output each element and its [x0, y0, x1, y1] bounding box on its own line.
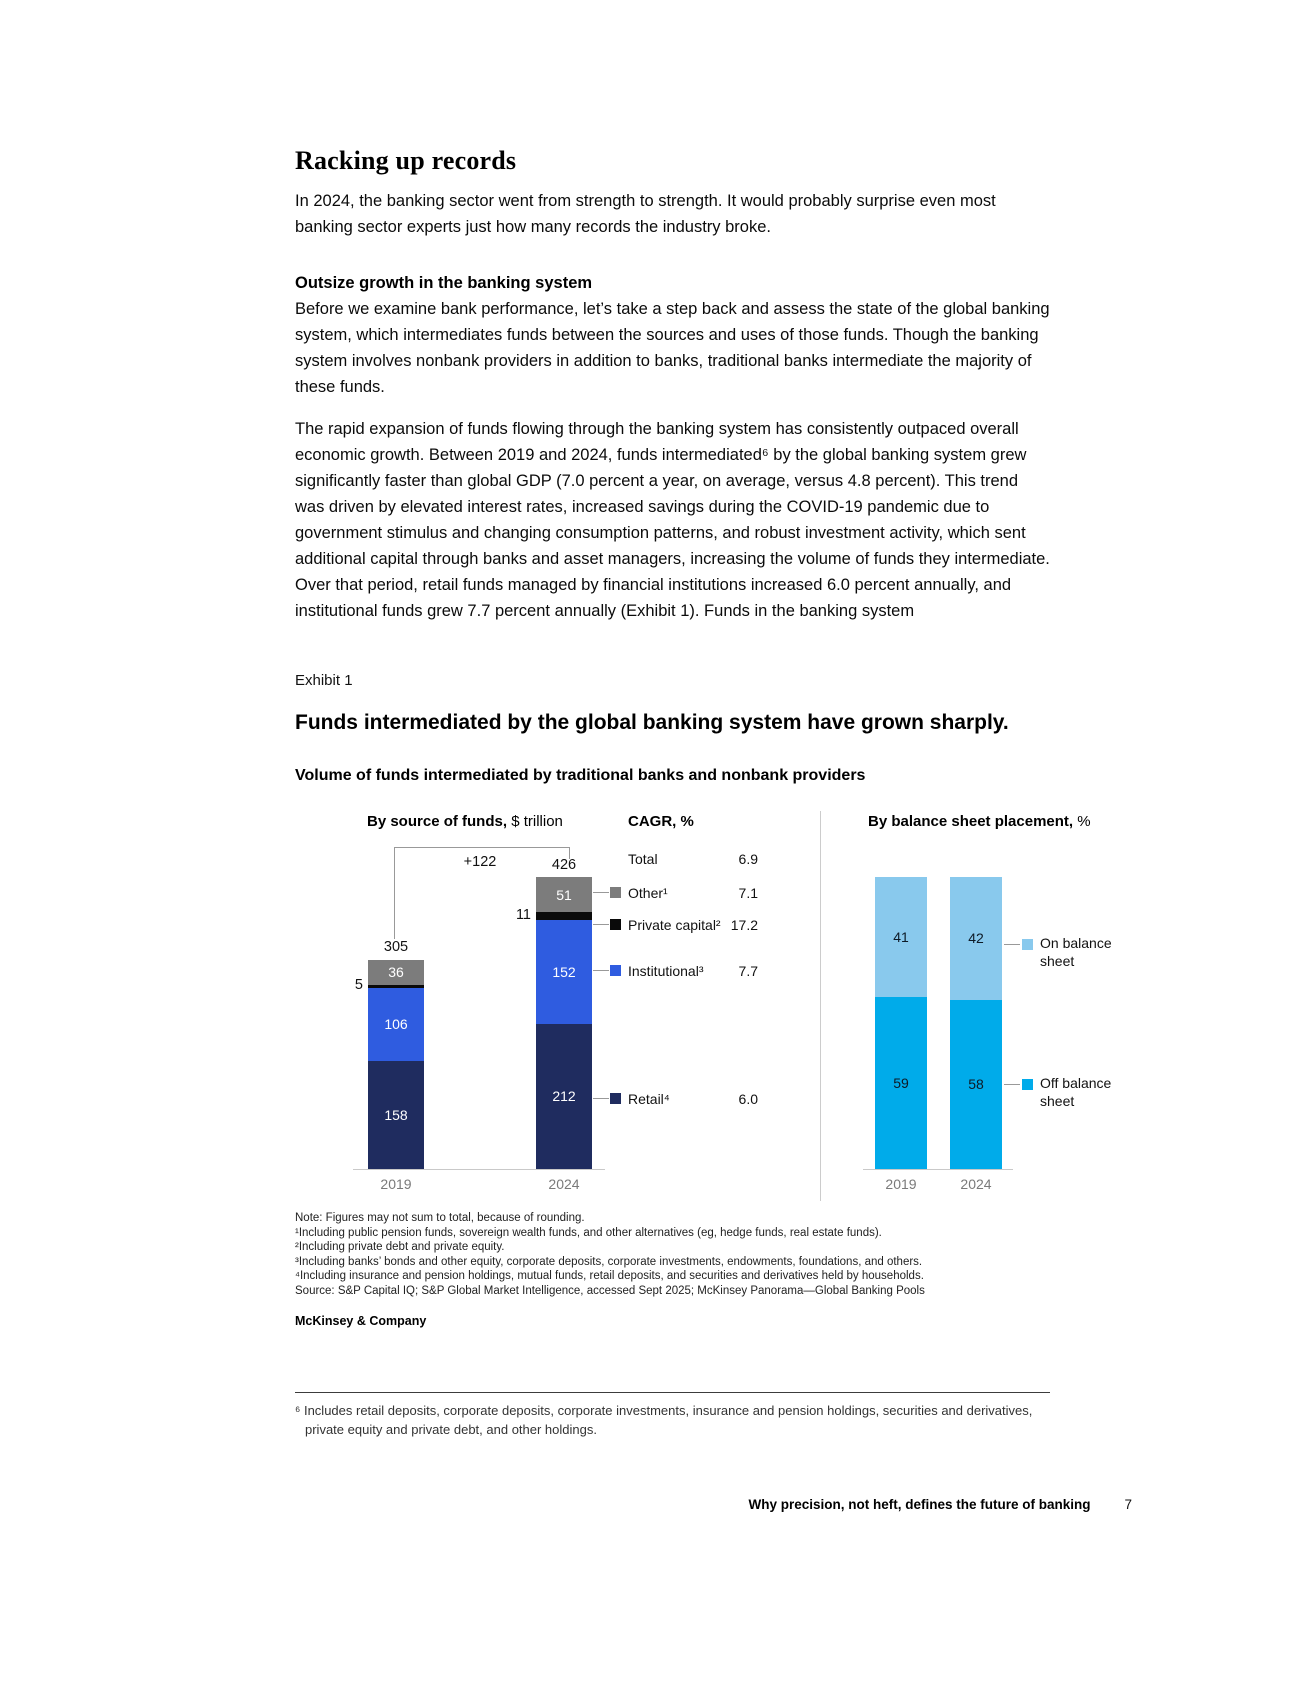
- exhibit-title: Funds intermediated by the global bankin…: [295, 711, 1009, 734]
- chart-notes: Note: Figures may not sum to total, beca…: [295, 1211, 1050, 1298]
- cagr-row-total: Total 6.9: [628, 851, 758, 867]
- left-x-label-2024: 2024: [548, 1176, 580, 1192]
- delta-bracket-right-tick: [569, 847, 570, 859]
- source-funds-bar-2019: 36 106 158: [368, 959, 424, 1169]
- bar-segment: 59: [875, 996, 927, 1169]
- delta-bracket-line: [394, 847, 570, 848]
- delta-bracket-left-tick: [394, 847, 395, 939]
- page-number: 7: [1124, 1497, 1132, 1512]
- legend-swatch-private-capital: [610, 919, 621, 930]
- note-1: ¹Including public pension funds, soverei…: [295, 1226, 882, 1239]
- left-x-label-2019: 2019: [380, 1176, 412, 1192]
- off-balance-connector: [1004, 1084, 1020, 1085]
- private-capital-value-2019: 5: [354, 977, 363, 993]
- cagr-header: CAGR, %: [628, 813, 694, 830]
- source-funds-bar-2024: 51 152 212: [536, 877, 592, 1169]
- cagr-value-other: 7.1: [738, 885, 758, 901]
- note-rounding: Note: Figures may not sum to total, beca…: [295, 1212, 585, 1224]
- panel-divider: [820, 811, 821, 1201]
- footer-title: Why precision, not heft, defines the fut…: [748, 1497, 1091, 1512]
- legend-swatch-institutional: [610, 965, 621, 976]
- cagr-label-institutional: Institutional³: [628, 963, 704, 979]
- legend-label-off-balance: Off balance sheet: [1040, 1075, 1112, 1109]
- bar-segment: 58: [950, 999, 1002, 1169]
- right-chart-heading-bold: By balance sheet placement,: [868, 813, 1074, 830]
- content-column: Racking up records In 2024, the banking …: [295, 0, 1112, 1439]
- cagr-value-total: 6.9: [738, 851, 758, 867]
- cagr-row-retail: Retail⁴ 6.0: [628, 1091, 758, 1107]
- private-capital-connector: [593, 924, 609, 925]
- bar-segment: 42: [950, 877, 1002, 1000]
- on-balance-connector: [1004, 944, 1020, 945]
- legend-swatch-on-balance: [1022, 939, 1033, 950]
- retail-connector: [593, 1098, 609, 1099]
- private-capital-value-2024: 11: [515, 907, 531, 923]
- cagr-value-private-capital: 17.2: [730, 917, 758, 933]
- right-x-label-2024: 2024: [960, 1176, 992, 1192]
- bar-segment: [368, 984, 424, 989]
- paragraph-banking-system: Before we examine bank performance, let’…: [295, 300, 1050, 396]
- cagr-label-retail: Retail⁴: [628, 1091, 670, 1107]
- legend-swatch-other: [610, 887, 621, 898]
- balance-sheet-bar-2024: 42 58: [950, 877, 1002, 1169]
- note-2: ²Including private debt and private equi…: [295, 1241, 505, 1253]
- cagr-value-retail: 6.0: [738, 1091, 758, 1107]
- note-source: Source: S&P Capital IQ; S&P Global Marke…: [295, 1284, 925, 1297]
- bar-segment: 51: [536, 877, 592, 913]
- left-axis-baseline: [353, 1169, 605, 1170]
- right-x-label-2019: 2019: [885, 1176, 917, 1192]
- cagr-label-total: Total: [628, 851, 658, 867]
- exhibit-subtitle: Volume of funds intermediated by traditi…: [295, 767, 866, 784]
- right-axis-baseline: [863, 1169, 1013, 1170]
- cagr-row-other: Other¹ 7.1: [628, 885, 758, 901]
- bar-segment: 36: [368, 959, 424, 985]
- cagr-label-other: Other¹: [628, 885, 668, 901]
- footnote-6: ⁶ Includes retail deposits, corporate de…: [295, 1403, 1033, 1437]
- page-footer: Why precision, not heft, defines the fut…: [0, 1497, 1132, 1512]
- footnote-divider: [295, 1392, 1050, 1393]
- bar-segment: 212: [536, 1023, 592, 1169]
- delta-label: +122: [463, 854, 497, 870]
- right-chart-heading-unit: %: [1077, 813, 1091, 830]
- note-4: ⁴Including insurance and pension holding…: [295, 1270, 924, 1282]
- legend-swatch-retail: [610, 1093, 621, 1104]
- bar-segment: 41: [875, 877, 927, 997]
- section-heading: Outsize growth in the banking system: [295, 274, 593, 292]
- total-2024: 426: [551, 857, 577, 873]
- total-2019: 305: [383, 939, 409, 955]
- bar-segment: [536, 912, 592, 920]
- institutional-connector: [593, 970, 609, 971]
- exhibit-chart-canvas: By source of funds, $ trillion +122 305 …: [295, 807, 1135, 1207]
- bar-segment: 106: [368, 988, 424, 1061]
- balance-sheet-bar-2019: 41 59: [875, 877, 927, 1169]
- note-3: ³Including banks’ bonds and other equity…: [295, 1255, 923, 1268]
- right-chart-heading: By balance sheet placement, %: [868, 813, 1091, 830]
- paragraph-fund-expansion: The rapid expansion of funds flowing thr…: [295, 420, 1050, 620]
- bar-segment: 152: [536, 919, 592, 1024]
- intro-paragraph: In 2024, the banking sector went from st…: [295, 192, 996, 236]
- page-title: Racking up records: [295, 146, 517, 175]
- left-chart-heading-unit: $ trillion: [511, 813, 563, 830]
- cagr-label-private-capital: Private capital²: [628, 917, 721, 933]
- cagr-row-institutional: Institutional³ 7.7: [628, 963, 758, 979]
- legend-swatch-off-balance: [1022, 1079, 1033, 1090]
- left-chart-heading-bold: By source of funds,: [367, 813, 508, 830]
- brand-signature: McKinsey & Company: [295, 1314, 427, 1328]
- exhibit-label: Exhibit 1: [295, 672, 353, 689]
- legend-label-on-balance: On balance sheet: [1040, 935, 1112, 969]
- cagr-header-text: CAGR, %: [628, 813, 694, 830]
- bar-segment: 158: [368, 1060, 424, 1169]
- other-connector: [593, 892, 609, 893]
- cagr-row-private-capital: Private capital² 17.2: [628, 917, 758, 933]
- left-chart-heading: By source of funds, $ trillion: [367, 813, 563, 830]
- cagr-value-institutional: 7.7: [738, 963, 758, 979]
